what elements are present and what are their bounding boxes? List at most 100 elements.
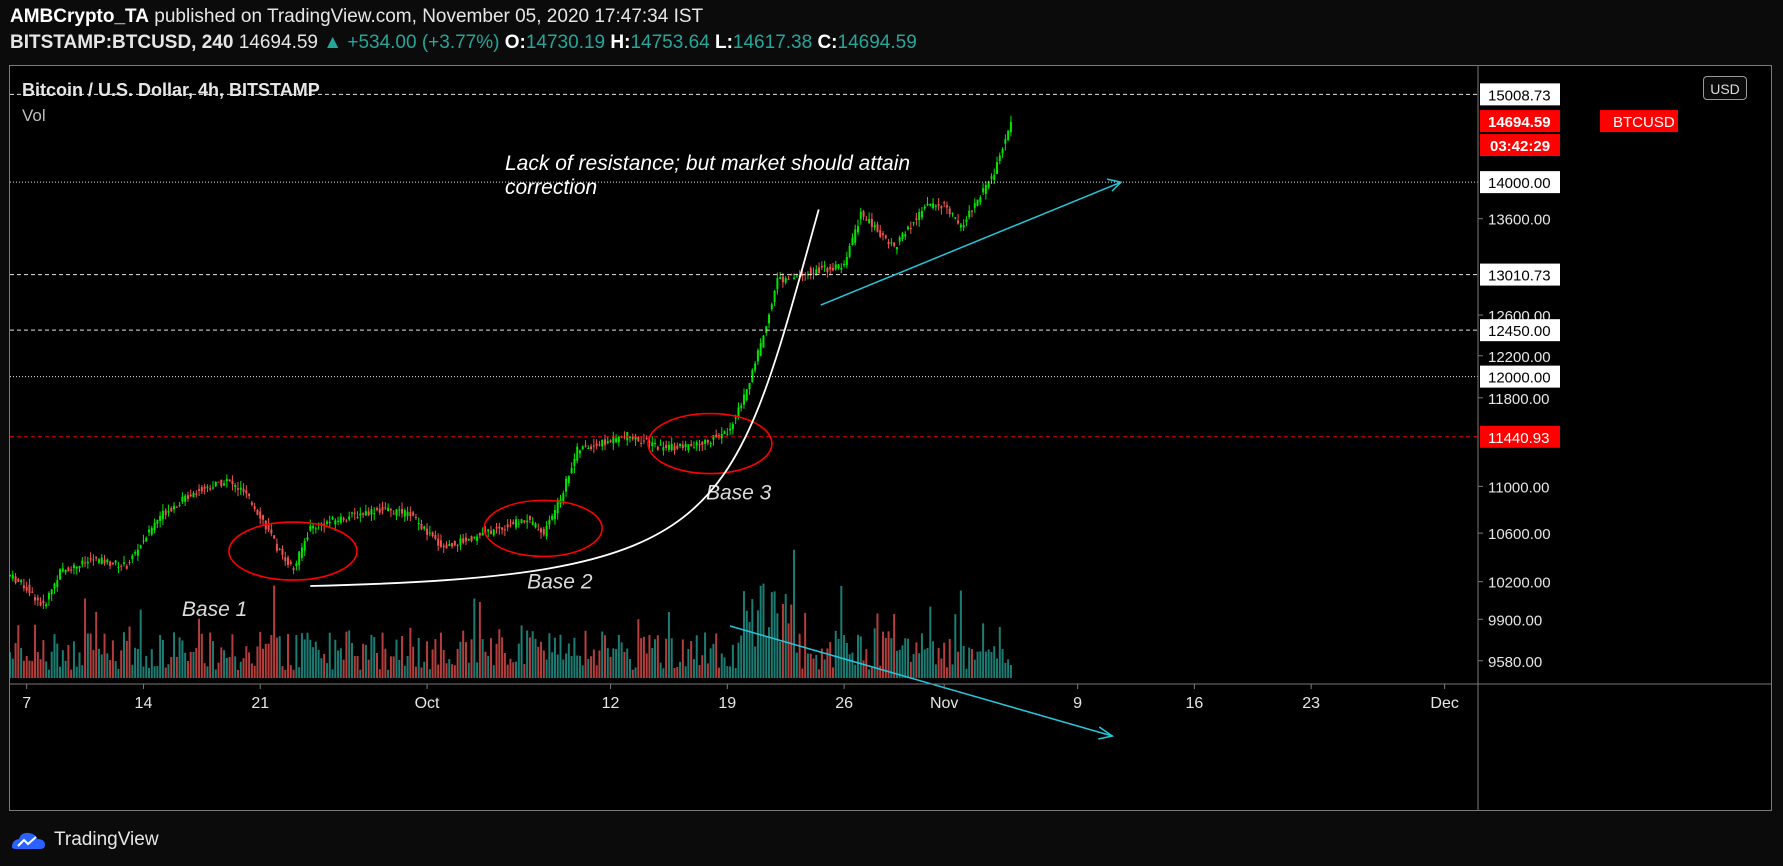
volume-bar [287, 633, 290, 678]
candle-body [164, 510, 167, 516]
volume-bar [142, 666, 145, 678]
volume-bar [303, 639, 306, 678]
volume-bar [698, 665, 701, 678]
volume-bar [248, 652, 251, 678]
axes: 9580.00 9900.00 10200.00 10600.00 11000.00 11… [10, 66, 1771, 810]
volume-bar [656, 635, 659, 678]
volume-bar [72, 641, 75, 678]
y-tick-label: 9580.00 [1488, 654, 1542, 671]
candle-body [159, 515, 162, 521]
volume-bar [823, 659, 826, 678]
volume-bar [384, 648, 387, 678]
candle-body [262, 515, 265, 520]
candle-body [14, 576, 17, 583]
volume-bar [631, 669, 634, 678]
volume-bar [945, 667, 948, 678]
volume-bar [501, 637, 504, 678]
currency-button[interactable]: USD [1703, 76, 1747, 100]
volume-bar [378, 669, 381, 678]
candle-body [759, 342, 762, 356]
candle-body [706, 439, 709, 443]
candle-body [339, 516, 342, 523]
volume-bar [342, 659, 345, 678]
volume-bar [309, 639, 312, 678]
volume-bar [375, 652, 379, 678]
candle-body [665, 444, 668, 449]
candle-body [887, 241, 890, 245]
candle-body [954, 217, 957, 219]
candle-body [723, 431, 726, 434]
candle-body [178, 504, 181, 506]
candle-body [770, 304, 773, 310]
volume-bar [25, 655, 28, 678]
candle-body [445, 544, 448, 549]
volume-bar [773, 591, 776, 678]
candle-body [426, 528, 429, 535]
candle-body [912, 222, 915, 224]
candle-body [150, 527, 153, 535]
volume-bar [198, 618, 201, 678]
candle-body [812, 273, 815, 275]
volume-bar [592, 649, 595, 678]
level-price-tag [1480, 83, 1560, 106]
volume-bar [957, 651, 960, 678]
candle-body [103, 559, 106, 564]
volume-bar [870, 667, 873, 678]
volume-bar [84, 598, 87, 678]
volume-bar [987, 649, 990, 678]
volume-bar [478, 601, 481, 678]
volume-bar [250, 663, 253, 678]
candle-body [256, 510, 259, 515]
level-price-tag [1480, 425, 1560, 448]
volume-bar [882, 631, 885, 678]
candle-body [573, 458, 576, 467]
volume-bar [47, 669, 50, 678]
volume-bar [623, 651, 626, 678]
x-tick-label: Oct [415, 695, 440, 712]
candle-body [478, 533, 481, 536]
candle-body [720, 433, 723, 439]
volume-bar [692, 659, 695, 678]
x-tick-label: 23 [1302, 695, 1320, 712]
volume-bar [306, 632, 309, 678]
volume-bar [979, 651, 982, 678]
volume-bar [520, 625, 523, 678]
volume-bar [14, 643, 17, 678]
tradingview-logo[interactable]: TradingView [10, 828, 159, 852]
volume-bar [551, 652, 554, 678]
volume-bar [61, 650, 64, 678]
candle-body [234, 485, 237, 487]
candle-body [31, 591, 34, 593]
candle-body [453, 541, 456, 546]
volume-bar [684, 666, 687, 678]
volume-bar [745, 610, 748, 678]
publish-info: AMBCrypto_TA published on TradingView.co… [10, 6, 703, 28]
candle-body [576, 446, 579, 461]
volume-bar [367, 659, 370, 678]
candle-body [56, 580, 59, 587]
volume-bar [8, 652, 12, 678]
candle-body [134, 552, 137, 554]
volume-bar [859, 636, 862, 678]
candle-body [901, 233, 904, 239]
candle-body [654, 443, 657, 445]
volume-bar [36, 651, 39, 678]
candle-body [870, 218, 873, 227]
candle-body [356, 517, 359, 519]
volume-bar [865, 649, 868, 678]
candle-body [298, 551, 301, 565]
candle-body [84, 562, 87, 564]
volume-bar [648, 635, 651, 678]
candle-body [395, 509, 398, 516]
volume-bar [67, 645, 70, 678]
candle-body [145, 538, 148, 542]
volume-bar [887, 631, 890, 678]
candle-body [584, 445, 587, 447]
candle-body [957, 220, 960, 224]
low-label: L: [714, 32, 733, 53]
candle-body [623, 436, 626, 438]
candle-body [148, 529, 151, 533]
volume-bar [148, 667, 151, 678]
author-name[interactable]: AMBCrypto_TA [10, 6, 149, 27]
